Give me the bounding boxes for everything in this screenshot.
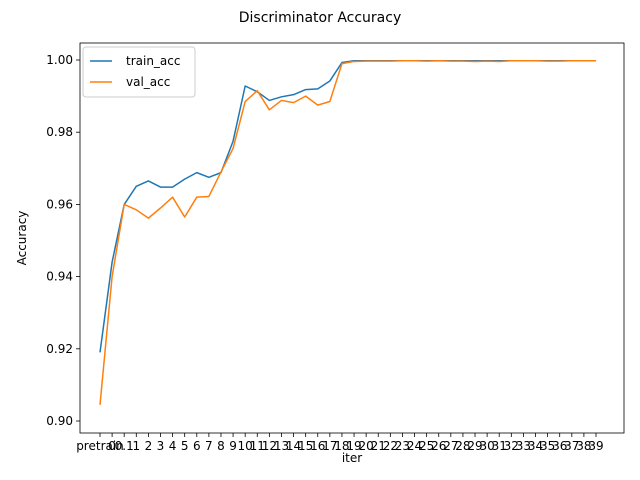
- x-tick-label: 5: [181, 439, 189, 453]
- y-tick-label: 0.94: [46, 270, 73, 284]
- x-tick-label: 13: [274, 439, 289, 453]
- x-tick-label: 25: [419, 439, 434, 453]
- x-tick-label: 34: [528, 439, 543, 453]
- x-tick-label: 0: [108, 439, 116, 453]
- x-tick-label: 11: [250, 439, 265, 453]
- y-tick-label: 1.00: [46, 53, 73, 67]
- series-lines: [99, 59, 596, 405]
- x-tick-label: 29: [467, 439, 482, 453]
- x-tick-label: 16: [310, 439, 325, 453]
- x-tick-label: 3: [157, 439, 165, 453]
- x-tick-label: 28: [455, 439, 470, 453]
- x-tick-label: 14: [286, 439, 301, 453]
- x-tick-label: 20: [359, 439, 374, 453]
- legend-box: [82, 46, 196, 98]
- x-tick-label: 21: [371, 439, 386, 453]
- x-tick-label: 38: [576, 439, 591, 453]
- x-tick-label: 33: [516, 439, 531, 453]
- legend: train_acc val_acc: [82, 46, 196, 98]
- x-tick-label: 31: [492, 439, 507, 453]
- x-tick-label: 26: [431, 439, 446, 453]
- x-tick-label: 36: [552, 439, 567, 453]
- series-line-val-acc: [99, 59, 596, 405]
- x-tick-label: 4: [169, 439, 177, 453]
- x-tick-label: 32: [504, 439, 519, 453]
- x-tick-label: 7: [205, 439, 213, 453]
- y-tick-label: 0.90: [46, 414, 73, 428]
- x-tick-label: 22: [383, 439, 398, 453]
- x-tick-label: 12: [262, 439, 277, 453]
- x-tick-label: 35: [540, 439, 555, 453]
- x-axis-label: iter: [342, 451, 362, 465]
- x-tick-label: 18: [334, 439, 349, 453]
- chart-title: Discriminator Accuracy: [239, 10, 401, 26]
- x-tick-label: 2: [145, 439, 153, 453]
- x-tick-label: 8: [217, 439, 225, 453]
- y-axis-label: Accuracy: [15, 211, 29, 266]
- y-axis: 0.90 0.92 0.94 0.96 0.98 1.00: [46, 53, 80, 428]
- x-tick-label: 19: [346, 439, 361, 453]
- y-tick-label: 0.98: [46, 125, 73, 139]
- series-line-train-acc: [99, 59, 596, 353]
- x-tick-label: 0.1: [115, 439, 134, 453]
- x-tick-label: 30: [479, 439, 494, 453]
- x-tick-label: 27: [443, 439, 458, 453]
- x-tick-label: 6: [193, 439, 201, 453]
- legend-label-val: val_acc: [126, 75, 170, 89]
- y-tick-label: 0.96: [46, 197, 73, 211]
- x-tick-label: 1: [132, 439, 140, 453]
- x-tick-label: 37: [564, 439, 579, 453]
- x-tick-label: 39: [588, 439, 603, 453]
- x-tick-label: 10: [238, 439, 253, 453]
- x-tick-label: 24: [407, 439, 422, 453]
- x-tick-label: pretrain: [76, 439, 124, 453]
- legend-label-train: train_acc: [126, 54, 180, 68]
- y-tick-label: 0.92: [46, 342, 73, 356]
- x-tick-label: 9: [229, 439, 237, 453]
- plot-area: [79, 42, 625, 434]
- x-tick-label: 23: [395, 439, 410, 453]
- x-tick-label: 15: [298, 439, 313, 453]
- x-tick-label: 17: [322, 439, 337, 453]
